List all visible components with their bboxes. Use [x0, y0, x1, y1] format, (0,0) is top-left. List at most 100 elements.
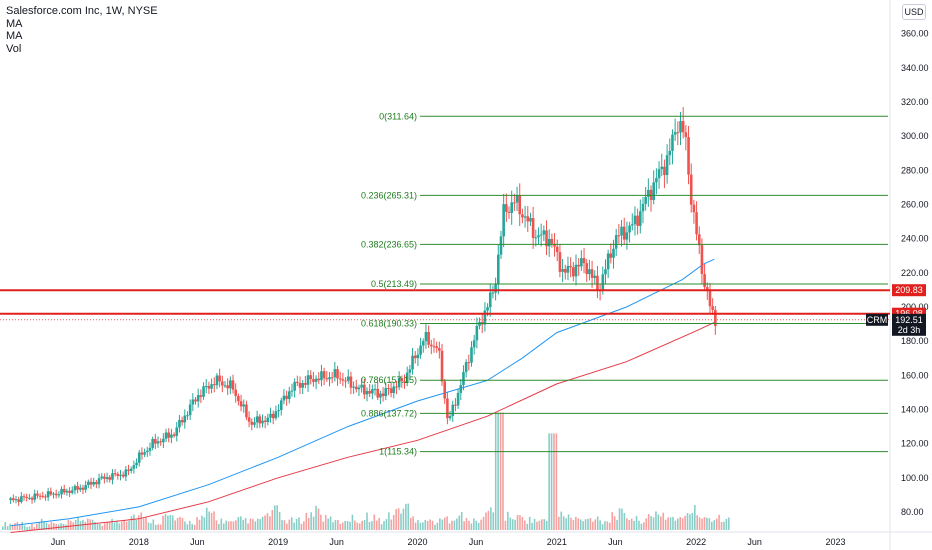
volume-bar [465, 517, 468, 530]
volume-bar [38, 521, 41, 530]
candle-body [518, 195, 522, 215]
volume-bar [405, 503, 407, 530]
volume-bar [259, 519, 261, 530]
candle-body [663, 166, 666, 176]
candle-body [62, 488, 66, 493]
candle-body [499, 236, 503, 255]
volume-bar [422, 522, 424, 530]
y-tick-label: 160.00 [901, 370, 929, 380]
volume-bar [363, 520, 366, 530]
candle-body [312, 379, 315, 382]
candle-body [28, 497, 31, 499]
candle-body [424, 332, 428, 342]
indicator-volume[interactable]: Vol [6, 42, 22, 55]
candle-body [111, 473, 114, 480]
currency-button[interactable]: USD [902, 4, 926, 20]
volume-bar [191, 524, 193, 530]
candle-body [676, 132, 680, 134]
volume-bar [21, 521, 24, 530]
candle-body [601, 274, 605, 292]
candle-body [577, 264, 580, 267]
volume-bar [388, 512, 390, 530]
volume-bar [504, 520, 507, 530]
candle-body [582, 258, 586, 264]
volume-bar [108, 522, 111, 530]
candle-body [52, 493, 55, 495]
candle-body [446, 398, 449, 419]
candle-body [199, 395, 203, 397]
candle-body [221, 381, 224, 386]
volume-bar [507, 511, 509, 530]
volume-bar [723, 521, 725, 530]
candle-body [609, 253, 613, 258]
candle-body [371, 389, 374, 394]
volume-bar [448, 523, 451, 530]
volume-bar [638, 520, 640, 530]
volume-bar [184, 521, 186, 530]
candle-body [250, 421, 254, 425]
volume-bar [254, 521, 257, 530]
candle-body [54, 493, 58, 496]
volume-bar [516, 514, 519, 530]
volume-bar [601, 524, 604, 530]
candle-body [38, 495, 42, 497]
volume-bar [623, 512, 626, 530]
volume-bar [708, 518, 711, 530]
volume-bar [392, 515, 395, 530]
candle-body [655, 178, 658, 183]
volume-bar [193, 524, 196, 530]
volume-bar [220, 518, 223, 530]
volume-bar [487, 510, 490, 530]
volume-bar [451, 520, 453, 530]
candle-body [285, 395, 288, 399]
candle-body [186, 415, 189, 417]
candle-body [25, 496, 29, 499]
y-tick-label: 300.00 [901, 131, 929, 141]
candle-body [226, 385, 229, 389]
indicator-ma-1[interactable]: MA [6, 17, 23, 30]
candle-body [700, 245, 704, 274]
horizontal-level-tag [892, 284, 926, 297]
volume-bar [137, 515, 140, 530]
volume-bar [502, 412, 504, 530]
y-tick-label: 220.00 [901, 268, 929, 278]
candle-body [151, 438, 154, 448]
volume-bar [715, 518, 718, 530]
volume-bar [611, 512, 614, 530]
candle-body [695, 212, 698, 235]
candle-body [127, 469, 130, 471]
candle-body [636, 215, 639, 226]
volume-bar [273, 505, 276, 530]
volume-bar [531, 522, 533, 530]
candle-body [521, 214, 524, 218]
volume-bar [341, 522, 344, 530]
fib-level-label: 0(311.64) [379, 111, 417, 121]
candle-body [17, 499, 20, 502]
candle-body [156, 441, 160, 444]
bar-countdown: 2d 3h [898, 325, 921, 335]
volume-bar [371, 521, 373, 530]
candle-body [33, 493, 37, 500]
volume-bar [494, 412, 497, 530]
volume-bar [264, 515, 266, 530]
candle-body [432, 346, 436, 348]
volume-bar [567, 514, 570, 530]
volume-bar [225, 520, 227, 530]
volume-bar [222, 523, 225, 530]
volume-bar [120, 521, 123, 530]
volume-bar [329, 516, 332, 530]
volume-bar [116, 520, 118, 530]
candle-body [223, 385, 227, 387]
candle-body [373, 388, 377, 390]
volume-bar [616, 520, 618, 530]
indicator-ma-2[interactable]: MA [6, 30, 23, 42]
volume-bar [242, 519, 244, 530]
candle-body [430, 344, 433, 347]
candle-body [253, 422, 256, 425]
volume-bar [485, 512, 487, 530]
candle-body [405, 372, 409, 383]
y-tick-label: 240.00 [901, 234, 929, 244]
candle-body [304, 383, 307, 385]
volume-bar [6, 526, 9, 530]
